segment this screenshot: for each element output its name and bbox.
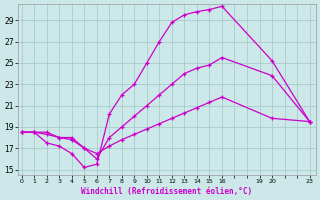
X-axis label: Windchill (Refroidissement éolien,°C): Windchill (Refroidissement éolien,°C) <box>81 187 252 196</box>
